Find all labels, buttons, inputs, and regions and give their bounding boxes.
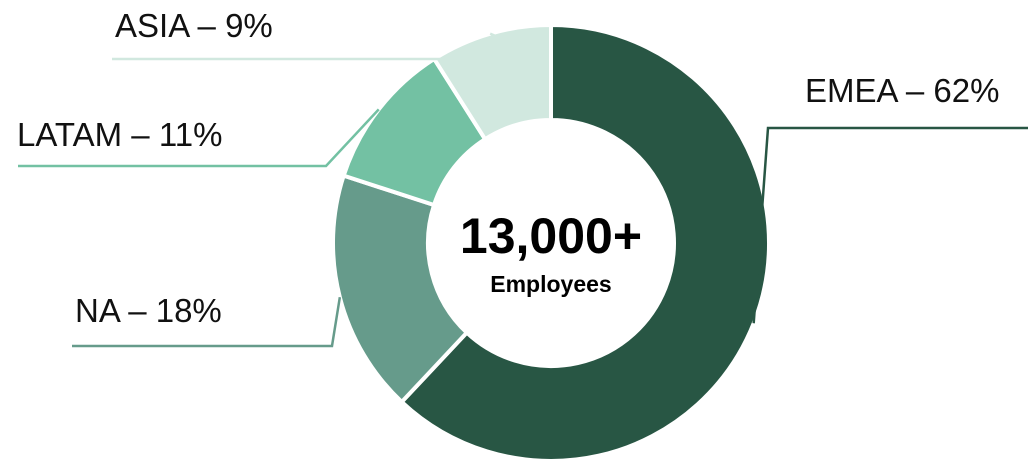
leader-line-latam [18, 108, 380, 168]
center-label: Employees [490, 271, 611, 297]
donut-slice-emea [399, 23, 771, 461]
leader-line-emea [752, 126, 1028, 324]
leader-lines [18, 32, 1028, 348]
leader-line-na [72, 297, 342, 348]
slice-label-asia: ASIA – 9% [115, 7, 273, 44]
slice-label-emea: EMEA – 62% [805, 72, 999, 109]
slice-label-na: NA – 18% [75, 292, 222, 329]
slice-label-latam: LATAM – 11% [17, 116, 222, 153]
donut-slice-asia [432, 23, 553, 142]
leader-line-asia [112, 32, 549, 61]
donut-slice-na [331, 173, 469, 404]
donut-slices [331, 23, 771, 461]
center-value: 13,000+ [460, 208, 642, 264]
